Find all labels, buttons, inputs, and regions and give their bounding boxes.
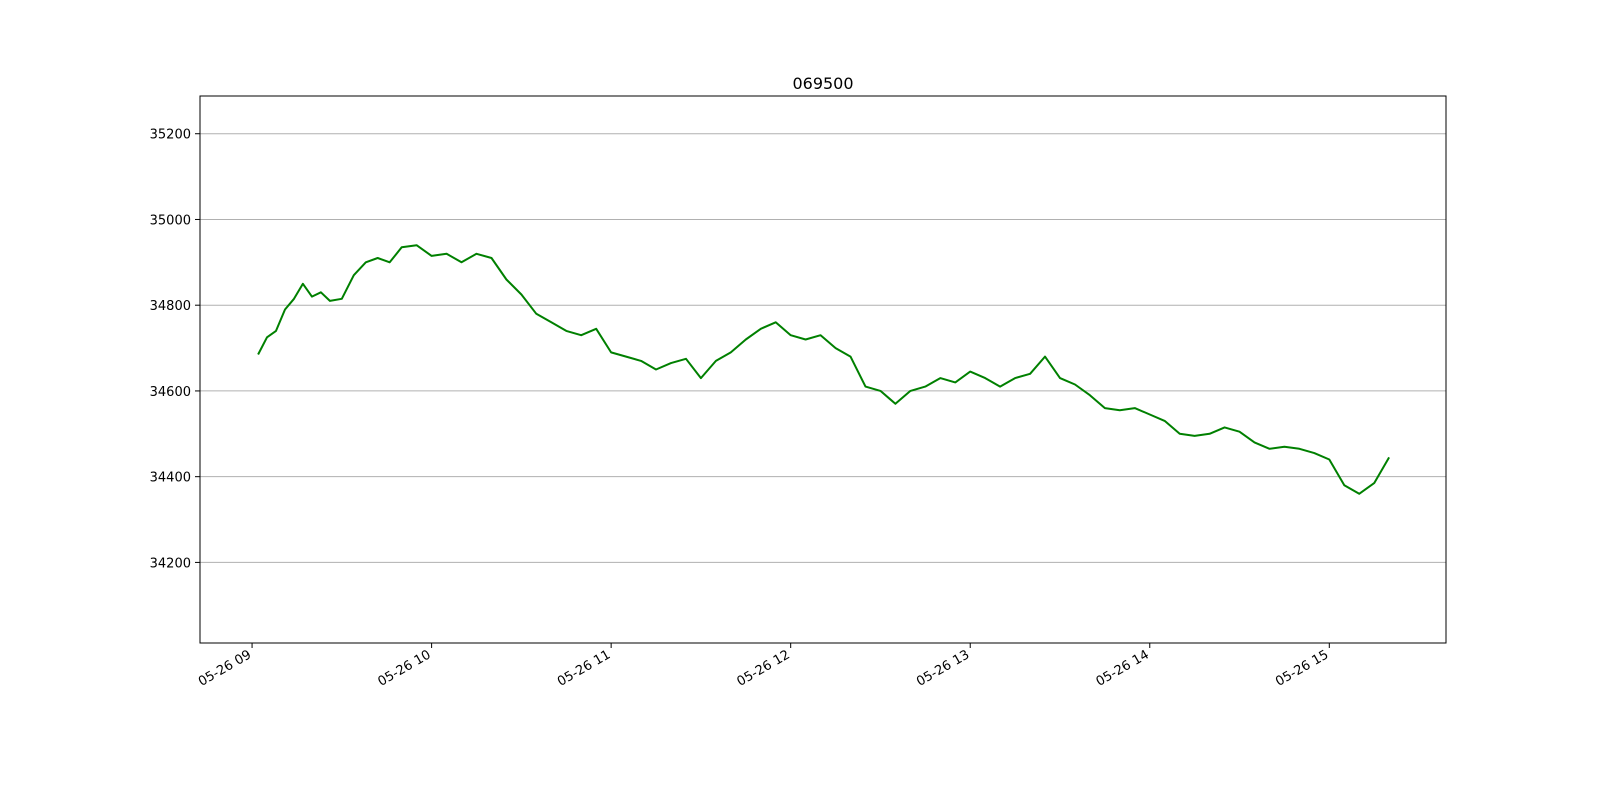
y-axis: 34200 34400 34600 34800 35000 35200 bbox=[150, 128, 200, 571]
y-tick-label: 34600 bbox=[150, 385, 191, 400]
chart-title: 069500 bbox=[792, 74, 853, 93]
y-tick-label: 34200 bbox=[150, 556, 191, 571]
y-tick-label: 34400 bbox=[150, 471, 191, 486]
series-layer bbox=[257, 244, 1390, 495]
y-tick-label: 35200 bbox=[150, 128, 191, 143]
plot-frame bbox=[199, 95, 1447, 644]
grid-lines bbox=[200, 133, 1446, 563]
series-line bbox=[257, 244, 1390, 495]
y-tick-label: 35000 bbox=[150, 213, 191, 228]
y-tick-label: 34800 bbox=[150, 299, 191, 314]
